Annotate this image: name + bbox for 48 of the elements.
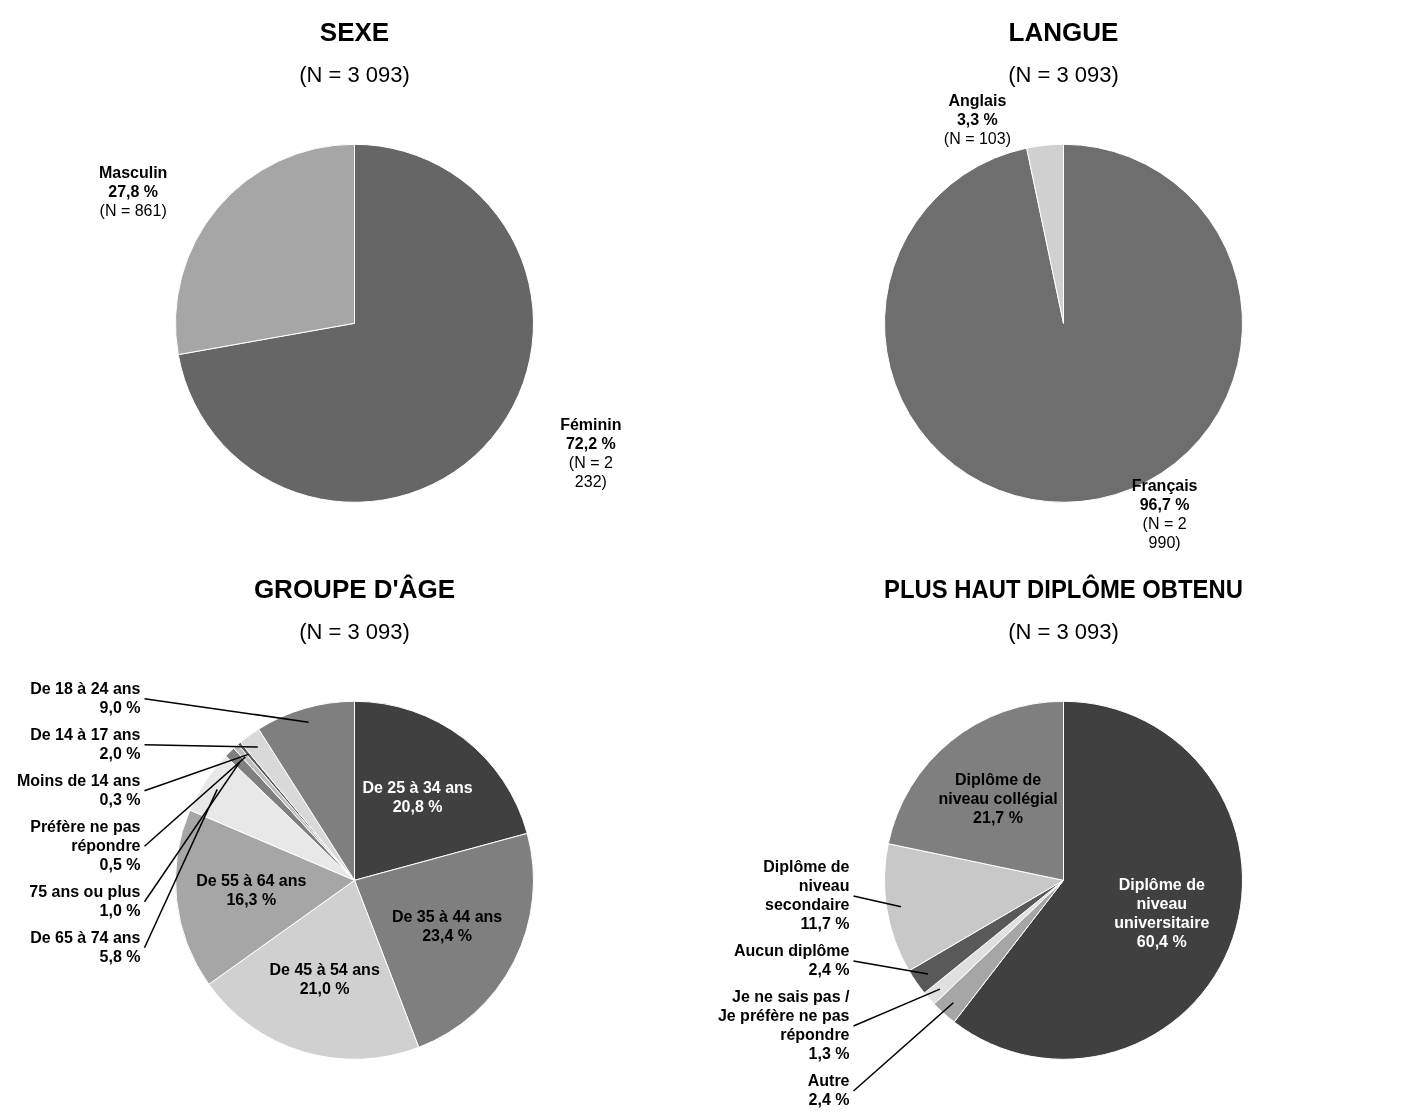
data-label: 21,7 %: [973, 809, 1023, 827]
slice-label: Diplôme de niveau secondaire: [763, 857, 850, 913]
slice-label: Aucun diplôme: [733, 941, 850, 959]
data-label: 5,8 %: [99, 947, 141, 965]
chart-title: PLUS HAUT DIPLÔME OBTENU: [884, 572, 1243, 603]
data-label: 23,4 %: [422, 927, 473, 945]
slice-label: Français: [1131, 476, 1198, 494]
data-label: 0,5 %: [99, 855, 141, 873]
data-label: 2,0 %: [99, 744, 141, 762]
slice-label: Moins de 14 ans: [16, 771, 141, 789]
chart-title: GROUPE D'ÂGE: [253, 573, 456, 604]
data-label: 11,7 %: [800, 914, 850, 932]
slice-label: De 25 à 34 ans: [362, 778, 473, 796]
data-label: 1,3 %: [808, 1044, 850, 1062]
slice-label: Masculin: [98, 163, 168, 181]
slice-label: 75 ans ou plus: [29, 882, 141, 900]
slice-label: Féminin: [560, 416, 622, 434]
data-label: 96,7 % (N = 2 990): [1139, 495, 1190, 551]
chart-subtitle: (N = 3 093): [1008, 62, 1119, 88]
slice-label: De 55 à 64 ans: [196, 872, 307, 890]
chart-subtitle: (N = 3 093): [1008, 619, 1119, 645]
slice-label: De 35 à 44 ans: [391, 908, 503, 926]
slice-label: De 18 à 24 ans: [30, 679, 141, 697]
chart-subtitle: (N = 3 093): [299, 62, 410, 88]
data-label: 3,3 % (N = 103): [943, 110, 1011, 147]
chart-title: SEXE: [319, 16, 390, 47]
slice-label: Autre: [807, 1071, 850, 1089]
data-label: 2,4 %: [808, 960, 850, 978]
slice-label: Préfère ne pas répondre: [30, 817, 141, 854]
data-label: 2,4 %: [808, 1090, 850, 1108]
data-label: 20,8 %: [392, 797, 443, 815]
data-label: 27,8 % (N = 861): [99, 182, 167, 219]
chart-subtitle: (N = 3 093): [299, 619, 410, 645]
data-label: 72,2 % (N = 2 232): [565, 435, 616, 491]
data-label: 9,0 %: [99, 698, 141, 716]
slice-label: De 14 à 17 ans: [30, 725, 141, 743]
slice-label: Anglais: [948, 91, 1007, 109]
data-label: 60,4 %: [1136, 932, 1187, 950]
data-label: 21,0 %: [299, 979, 350, 997]
slice-label: De 45 à 54 ans: [269, 960, 380, 978]
data-label: 16,3 %: [226, 891, 277, 909]
slice-label: De 65 à 74 ans: [30, 928, 141, 946]
data-label: 1,0 %: [99, 901, 141, 919]
data-label: 0,3 %: [99, 790, 141, 808]
slice-label: Je ne sais pas / Je préfère ne pas répondre: [717, 987, 851, 1043]
slice-label: Diplôme de niveau universitaire: [1114, 875, 1210, 931]
slice-label: Diplôme de niveau collégial: [938, 771, 1058, 808]
chart-title: LANGUE: [1008, 16, 1119, 47]
